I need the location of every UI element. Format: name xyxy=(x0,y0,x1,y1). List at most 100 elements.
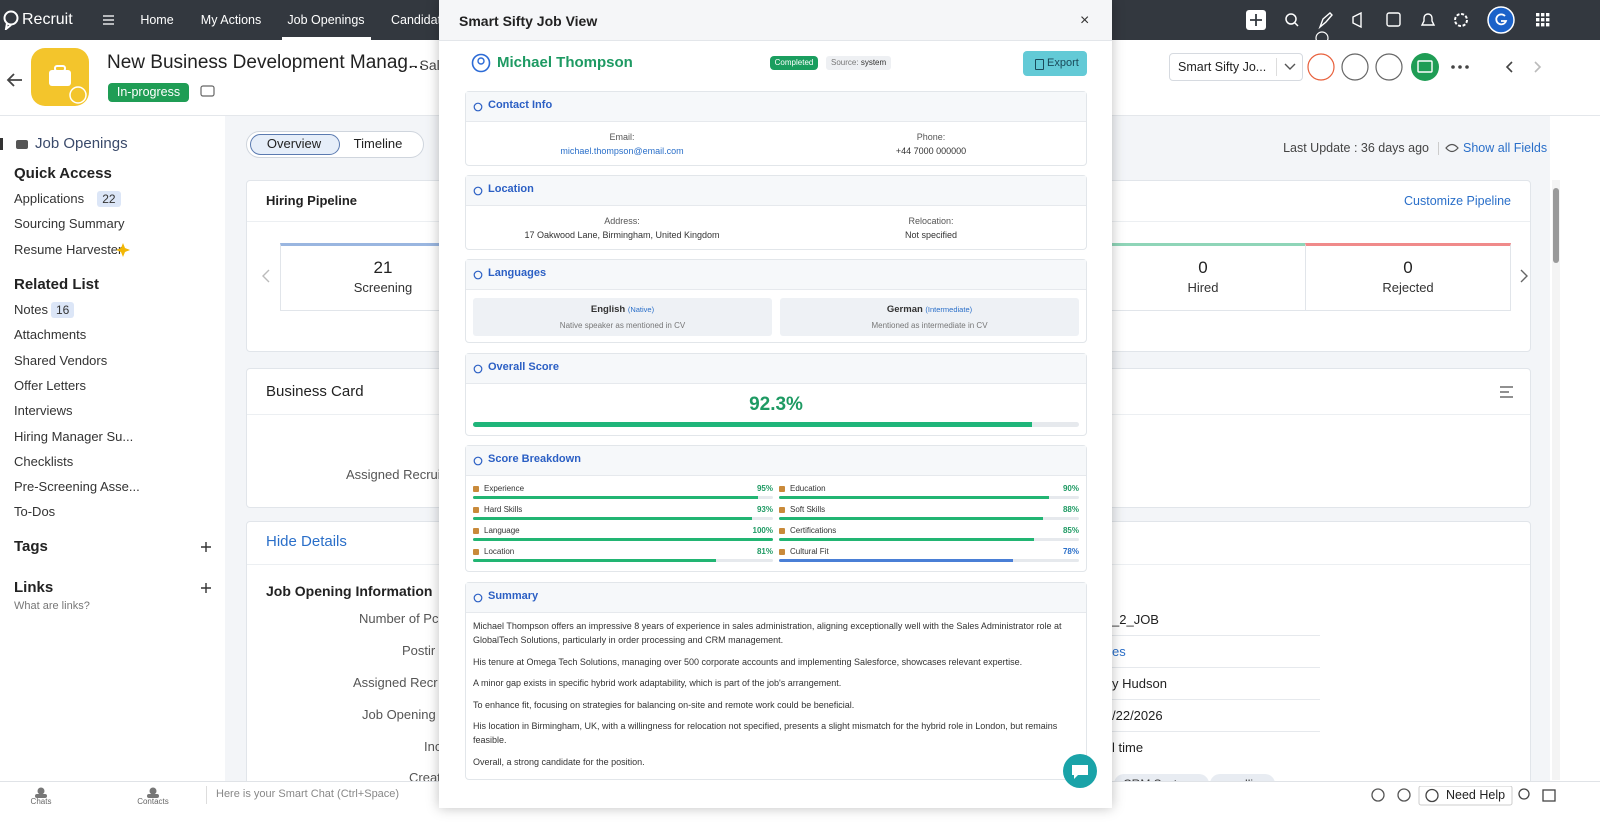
count-badge: 22 xyxy=(97,191,121,207)
next-record xyxy=(1534,61,1542,73)
separator xyxy=(1438,142,1439,155)
section-title: Languages xyxy=(488,267,547,280)
item-icon xyxy=(779,528,785,534)
section-heading[interactable]: Links xyxy=(14,579,54,596)
hide-details[interactable]: Hide Details xyxy=(266,533,347,550)
modal-header: Smart Sifty Job View × xyxy=(439,0,1112,41)
summary-paragraph: His tenure at Omega Tech Solutions, mana… xyxy=(473,656,1023,667)
nav-link[interactable]: Job Openings xyxy=(287,12,365,27)
cursor-ring xyxy=(1315,31,1329,40)
apps-dot xyxy=(1541,23,1545,27)
sidebar-link[interactable]: Attachments xyxy=(14,327,87,343)
section-heading: Quick Access xyxy=(14,165,112,182)
breakdown-score: 100% xyxy=(752,526,773,536)
sidebar-link[interactable]: Offer Letters xyxy=(14,378,87,394)
back-button[interactable] xyxy=(6,72,24,88)
job-icon xyxy=(31,48,89,106)
stage-label: Screening xyxy=(353,280,413,296)
icon-ring xyxy=(471,53,491,73)
record-title-suffix: - Sal xyxy=(411,56,440,73)
field-value: +44 7000 000000 xyxy=(895,145,967,156)
apps-dot xyxy=(1541,13,1545,17)
brand: Recruit xyxy=(22,11,73,29)
scrollbar-thumb[interactable] xyxy=(1553,188,1559,263)
scrollbar-track xyxy=(1552,180,1560,780)
help-link[interactable]: What are links? xyxy=(14,600,90,613)
sidebar-link[interactable]: Pre-Screening Asse... xyxy=(14,479,140,495)
bottom-icon[interactable] xyxy=(146,787,160,798)
record-actions[interactable] xyxy=(1305,50,1550,84)
bottom-icon-shape xyxy=(147,794,159,798)
language-name: German xyxy=(886,304,923,315)
tab[interactable]: Overview xyxy=(266,136,322,152)
add-button[interactable] xyxy=(201,542,211,552)
customize-link[interactable]: Customize Pipeline xyxy=(1404,193,1511,208)
sidebar-link[interactable]: Notes xyxy=(14,302,48,318)
nav-link[interactable]: My Actions xyxy=(200,12,262,27)
section-title: Summary xyxy=(488,590,539,603)
section-icon-shape xyxy=(473,102,483,112)
breakdown-track xyxy=(779,496,1079,499)
show-all-fields[interactable]: Show all Fields xyxy=(1463,140,1548,155)
bottom-label: Contacts xyxy=(137,797,169,807)
chat-bubble xyxy=(1072,765,1088,779)
toolbar-icons[interactable] xyxy=(1230,0,1600,40)
collapse-marker xyxy=(0,138,3,150)
search-icon xyxy=(1518,788,1530,800)
menu-icon[interactable] xyxy=(103,14,115,26)
language-card: German (Intermediate) Mentioned as interm… xyxy=(780,298,1079,336)
sidebar-link[interactable]: Sourcing Summary xyxy=(14,216,125,232)
sidebar-link[interactable]: Checklists xyxy=(14,454,74,470)
breakdown-track xyxy=(473,538,773,541)
close-button[interactable]: × xyxy=(1080,12,1090,30)
field-label: Number of Pc xyxy=(359,611,439,627)
sidebar-link[interactable]: To-Dos xyxy=(14,504,56,520)
bottom-icon-shape xyxy=(37,787,45,795)
scroll-left[interactable] xyxy=(261,269,271,283)
stage-label: Rejected xyxy=(1382,280,1434,296)
export-button[interactable]: Export xyxy=(1023,51,1087,76)
tab[interactable]: Timeline xyxy=(353,136,403,152)
nav-link[interactable]: Candidat xyxy=(391,12,442,27)
primary-action-icon xyxy=(1417,60,1433,73)
section-icon-shape xyxy=(473,186,483,196)
section: Contact Info Email: michael.thompson@email… xyxy=(465,91,1087,166)
customize-icon[interactable] xyxy=(1499,386,1515,398)
sidebar-link[interactable]: Hiring Manager Su... xyxy=(14,429,134,445)
sidebar-link[interactable]: Resume Harvester xyxy=(14,242,123,258)
language-line: German (Intermediate) xyxy=(780,304,1079,316)
view-select[interactable]: Smart Sifty Jo... xyxy=(1169,53,1303,81)
bottom-icon[interactable] xyxy=(34,787,48,798)
chat-button[interactable] xyxy=(1063,754,1097,788)
scroll-right[interactable] xyxy=(1519,269,1529,283)
breakdown-bar xyxy=(779,559,1013,562)
sidebar-link[interactable]: Shared Vendors xyxy=(14,353,108,369)
bottom-tools[interactable] xyxy=(1368,786,1600,806)
breakdown-score: 93% xyxy=(756,505,773,515)
breakdown-bar xyxy=(473,538,773,541)
pipeline-stage[interactable]: 0 Hired xyxy=(1100,243,1306,311)
section-header xyxy=(466,260,1086,290)
section-heading[interactable]: Tags xyxy=(14,538,48,555)
breakdown-name: Hard Skills xyxy=(484,505,523,515)
sidebar-module[interactable]: Job Openings xyxy=(35,135,128,152)
score-track xyxy=(473,422,1079,427)
sidebar-link[interactable]: Interviews xyxy=(14,403,73,419)
apps-dot xyxy=(1546,18,1550,22)
smart-chat-input[interactable]: Here is your Smart Chat (Ctrl+Space) xyxy=(216,788,400,801)
notes-icon[interactable] xyxy=(200,85,216,99)
select-chevron xyxy=(1284,63,1296,70)
breakdown-track xyxy=(779,538,1079,541)
bottom-label: Chats xyxy=(30,797,52,807)
need-help[interactable]: Need Help xyxy=(1446,788,1506,802)
breakdown-name: Cultural Fit xyxy=(790,547,829,557)
pipeline-stage[interactable]: 0 Rejected xyxy=(1305,243,1511,311)
section-icon xyxy=(473,102,483,112)
sparkle-icon xyxy=(116,243,130,257)
sidebar-link[interactable]: Applications xyxy=(14,191,85,207)
field-label: Email: xyxy=(609,131,635,142)
add-button[interactable] xyxy=(201,583,211,593)
section-header xyxy=(466,92,1086,122)
nav-link[interactable]: Home xyxy=(140,12,174,27)
chevron xyxy=(1284,63,1296,70)
